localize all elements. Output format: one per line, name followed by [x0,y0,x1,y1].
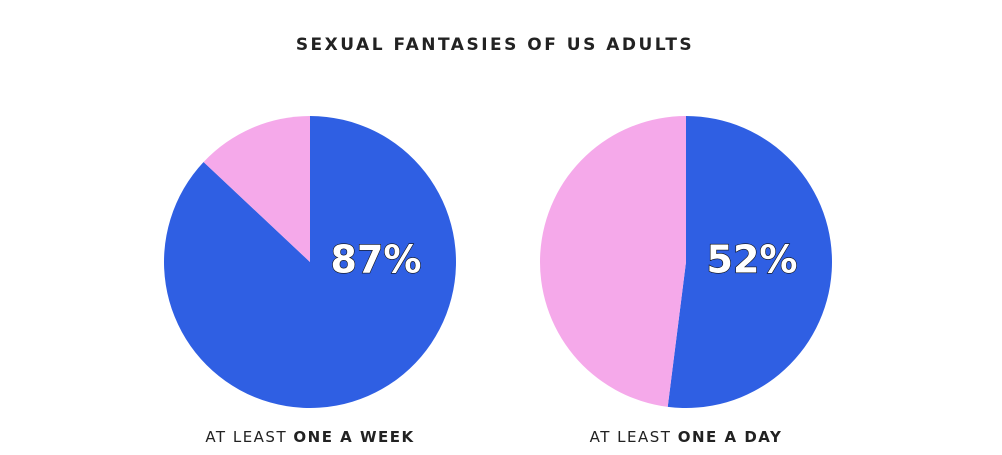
caption: AT LEAST ONE A WEEK [205,428,414,446]
caption-text: AT LEAST [590,428,672,446]
caption: AT LEAST ONE A DAY [590,428,783,446]
pie-slice [539,116,686,407]
caption-emphasis: ONE A DAY [678,428,783,446]
chart-title: SEXUAL FANTASIES OF US ADULTS [296,35,694,55]
caption-text: AT LEAST [205,428,287,446]
caption-emphasis: ONE A WEEK [293,428,414,446]
slice-label: 87% [331,238,422,282]
pie-slice [203,116,310,262]
pie-slice [667,116,832,408]
slice-label: 52% [707,238,798,282]
